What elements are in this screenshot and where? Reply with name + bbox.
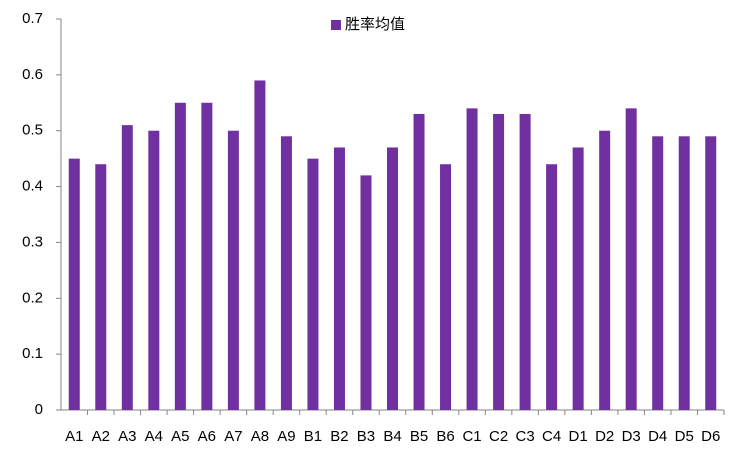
x-tick-label: D3 (622, 428, 641, 445)
x-tick-label: A2 (92, 428, 110, 445)
y-tick-label: 0.6 (22, 66, 43, 83)
bar (307, 158, 319, 410)
y-tick-label: 0 (35, 401, 43, 418)
x-tick-label: D6 (701, 428, 720, 445)
bar (280, 136, 292, 411)
y-tick-label: 0.7 (22, 10, 43, 27)
legend-swatch (331, 20, 341, 30)
bar (705, 136, 717, 411)
y-tick-label: 0.2 (22, 289, 43, 306)
x-tick-label: D4 (648, 428, 667, 445)
bar (148, 130, 160, 410)
bar (466, 108, 478, 410)
x-tick-label: B6 (436, 428, 454, 445)
bar (333, 147, 345, 410)
x-tick-label: A5 (171, 428, 189, 445)
x-tick-label: B4 (383, 428, 401, 445)
x-tick-label: B1 (304, 428, 322, 445)
bar (413, 113, 425, 410)
bar (95, 164, 107, 410)
bar (519, 113, 531, 410)
bar (227, 130, 239, 410)
y-tick-label: 0.4 (22, 178, 43, 195)
legend-label: 胜率均值 (345, 16, 405, 33)
bar (254, 80, 266, 410)
x-tick-label: D1 (569, 428, 588, 445)
x-tick-label: A9 (277, 428, 295, 445)
bar (68, 158, 80, 410)
x-tick-label: B2 (330, 428, 348, 445)
bar (440, 164, 452, 410)
bar (360, 175, 372, 410)
x-tick-label: C4 (542, 428, 561, 445)
x-tick-label: A1 (65, 428, 83, 445)
x-tick-label: A4 (145, 428, 163, 445)
bar (625, 108, 637, 410)
x-tick-label: A6 (198, 428, 216, 445)
x-tick-label: C1 (462, 428, 481, 445)
bar (652, 136, 664, 411)
x-tick-label: C2 (489, 428, 508, 445)
bar (493, 113, 505, 410)
y-tick-label: 0.1 (22, 345, 43, 362)
x-tick-label: A3 (118, 428, 136, 445)
x-tick-label: C3 (516, 428, 535, 445)
x-tick-label: B3 (357, 428, 375, 445)
bar (599, 130, 611, 410)
y-tick-label: 0.5 (22, 122, 43, 139)
x-tick-label: D2 (595, 428, 614, 445)
bar (546, 164, 558, 410)
x-tick-label: D5 (675, 428, 694, 445)
x-tick-label: A7 (224, 428, 242, 445)
bar (121, 125, 133, 410)
x-tick-label: A8 (251, 428, 269, 445)
x-tick-label: B5 (410, 428, 428, 445)
bar (678, 136, 690, 411)
bar (572, 147, 584, 410)
bar (387, 147, 398, 410)
bar (174, 102, 186, 411)
y-tick-label: 0.3 (22, 233, 43, 250)
bar (201, 102, 213, 411)
